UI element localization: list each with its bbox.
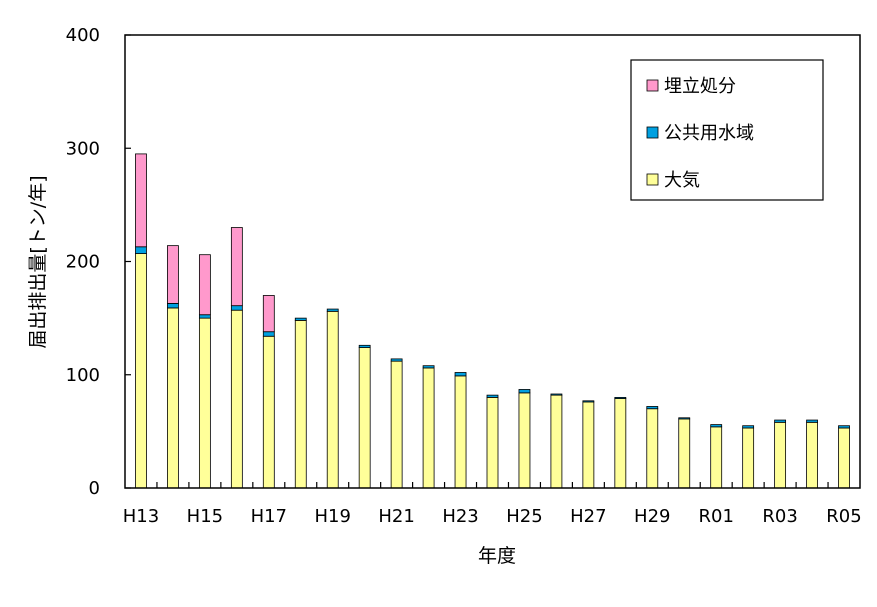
- bar-H24-series-0: [486, 396, 499, 489]
- bar-R03-series-0: [774, 421, 787, 489]
- y-axis-title: 届出排出量[トン/年]: [27, 175, 49, 348]
- bar-H18-series-0: [294, 319, 307, 489]
- bar-H14-series-2: [167, 245, 179, 304]
- bar-R02-series-0: [742, 427, 755, 489]
- x-tick-label: R05: [826, 506, 861, 527]
- bar-H16-series-2: [230, 227, 243, 307]
- bar-H18-series-1: [294, 317, 307, 321]
- bar-R01-series-1: [710, 424, 723, 428]
- bar-R04-series-0: [806, 421, 818, 489]
- y-tick-label: 0: [89, 478, 100, 499]
- x-tick-label: H29: [634, 506, 670, 527]
- bar-H21-series-0: [390, 360, 403, 489]
- bar-H28-series-0: [614, 398, 627, 489]
- bar-H13-series-1: [135, 246, 147, 254]
- bar-H23-series-1: [454, 372, 467, 377]
- x-tick-label: H25: [506, 506, 542, 527]
- bar-H15-series-0: [198, 317, 211, 489]
- bar-H22-series-1: [422, 365, 435, 369]
- bar-H19-series-0: [326, 310, 339, 489]
- x-tick-label: H15: [187, 506, 223, 527]
- x-tick-label: H21: [378, 506, 414, 527]
- x-tick-label: H17: [251, 506, 287, 527]
- bar-H21-series-1: [390, 358, 403, 362]
- y-axis: 0 100 200 300 400: [66, 25, 131, 499]
- bar-H16-series-0: [230, 309, 243, 489]
- x-tick-label: H27: [570, 506, 606, 527]
- bar-H28-series-1: [614, 396, 627, 399]
- bar-H25-series-0: [518, 392, 531, 489]
- bar-H19-series-1: [326, 308, 339, 312]
- bar-H29-series-1: [646, 406, 659, 410]
- bar-H24-series-1: [486, 394, 499, 398]
- bar-R04-series-1: [806, 419, 818, 423]
- x-tick-label: R01: [698, 506, 733, 527]
- legend-swatch: [646, 126, 659, 139]
- x-tick-label: H23: [442, 506, 478, 527]
- bar-H25-series-1: [518, 389, 531, 394]
- y-tick-label: 300: [66, 138, 100, 159]
- legend-swatch: [646, 173, 659, 186]
- bar-R03-series-1: [774, 419, 787, 423]
- bar-H17-series-1: [262, 331, 275, 337]
- bar-R01-series-0: [710, 426, 723, 489]
- bar-H15-series-2: [198, 254, 211, 316]
- x-tick-label: R03: [762, 506, 797, 527]
- bar-H29-series-0: [646, 408, 659, 489]
- bar-H20-series-1: [358, 344, 371, 348]
- bar-H26-series-0: [550, 394, 563, 489]
- bar-H14-series-0: [167, 307, 179, 489]
- bar-H17-series-2: [262, 295, 275, 333]
- bar-H14-series-1: [167, 302, 179, 309]
- legend-swatch: [646, 79, 659, 92]
- bar-H27-series-1: [582, 400, 595, 403]
- bars-layer: [135, 153, 850, 489]
- bar-H20-series-0: [358, 347, 371, 489]
- bar-H16-series-1: [230, 305, 243, 311]
- x-tick-label: H13: [123, 506, 159, 527]
- x-tick-label: H19: [314, 506, 350, 527]
- bar-R05-series-0: [838, 427, 850, 489]
- x-axis: H13 H15 H17 H19 H21 H23 H25 H27 H29 R01 R03 R05: [123, 482, 862, 527]
- bar-H26-series-1: [550, 393, 563, 396]
- bar-H23-series-0: [454, 375, 467, 489]
- bar-H13-series-2: [135, 153, 147, 248]
- y-tick-label: 200: [66, 252, 100, 273]
- bar-H17-series-0: [262, 335, 275, 489]
- bar-H13-series-0: [135, 253, 147, 489]
- bar-R05-series-1: [838, 425, 850, 429]
- legend-label: 埋立処分: [664, 76, 736, 97]
- legend-box: [630, 59, 824, 201]
- bar-R02-series-1: [742, 425, 755, 429]
- bar-H30-series-1: [678, 417, 691, 420]
- legend-label: 大気: [664, 170, 700, 191]
- bar-H30-series-0: [678, 418, 691, 489]
- bar-H15-series-1: [198, 314, 211, 319]
- y-tick-label: 400: [66, 25, 100, 46]
- bar-H22-series-0: [422, 367, 435, 489]
- bar-H27-series-0: [582, 401, 595, 489]
- legend-label: 公共用水域: [664, 123, 754, 144]
- x-axis-title: 年度: [478, 545, 516, 567]
- y-tick-label: 100: [66, 365, 100, 386]
